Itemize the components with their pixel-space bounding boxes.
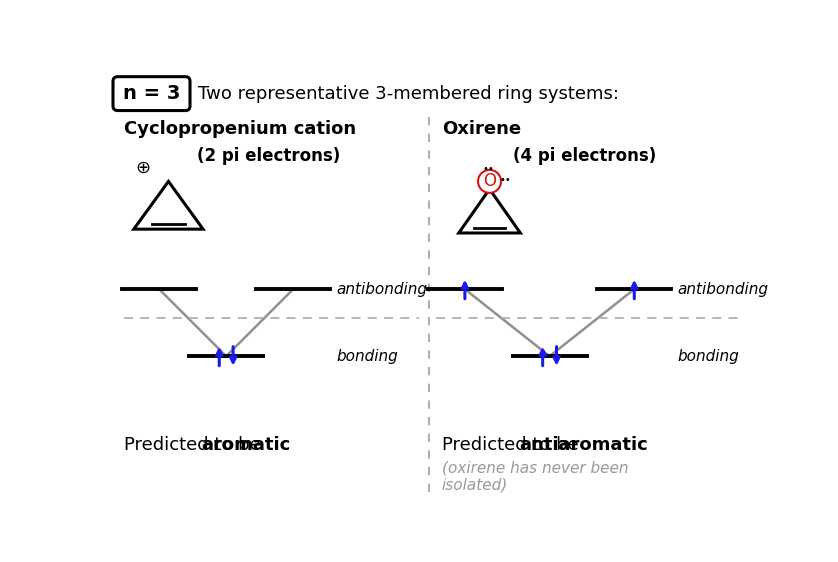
Text: n = 3: n = 3 <box>123 84 180 103</box>
Text: Predicted to be: Predicted to be <box>442 436 584 454</box>
Text: Oxirene: Oxirene <box>442 120 521 138</box>
Text: bonding: bonding <box>336 348 398 364</box>
Text: ••: •• <box>482 164 494 174</box>
FancyBboxPatch shape <box>113 76 190 111</box>
Text: (oxirene has never been
isolated): (oxirene has never been isolated) <box>442 460 628 492</box>
Text: bonding: bonding <box>677 348 739 364</box>
Text: (4 pi electrons): (4 pi electrons) <box>513 147 656 165</box>
Text: O: O <box>483 173 496 191</box>
Text: antiaromatic: antiaromatic <box>519 436 648 454</box>
Text: (2 pi electrons): (2 pi electrons) <box>197 147 340 165</box>
Text: antibonding: antibonding <box>677 282 768 297</box>
Text: Cyclopropenium cation: Cyclopropenium cation <box>124 120 356 138</box>
Text: aromatic: aromatic <box>201 436 290 454</box>
Text: antibonding: antibonding <box>336 282 427 297</box>
Text: ••: •• <box>499 175 511 185</box>
Text: ⊕: ⊕ <box>136 158 151 176</box>
Text: Predicted to be: Predicted to be <box>124 436 266 454</box>
Text: Two representative 3-membered ring systems:: Two representative 3-membered ring syste… <box>198 85 618 103</box>
